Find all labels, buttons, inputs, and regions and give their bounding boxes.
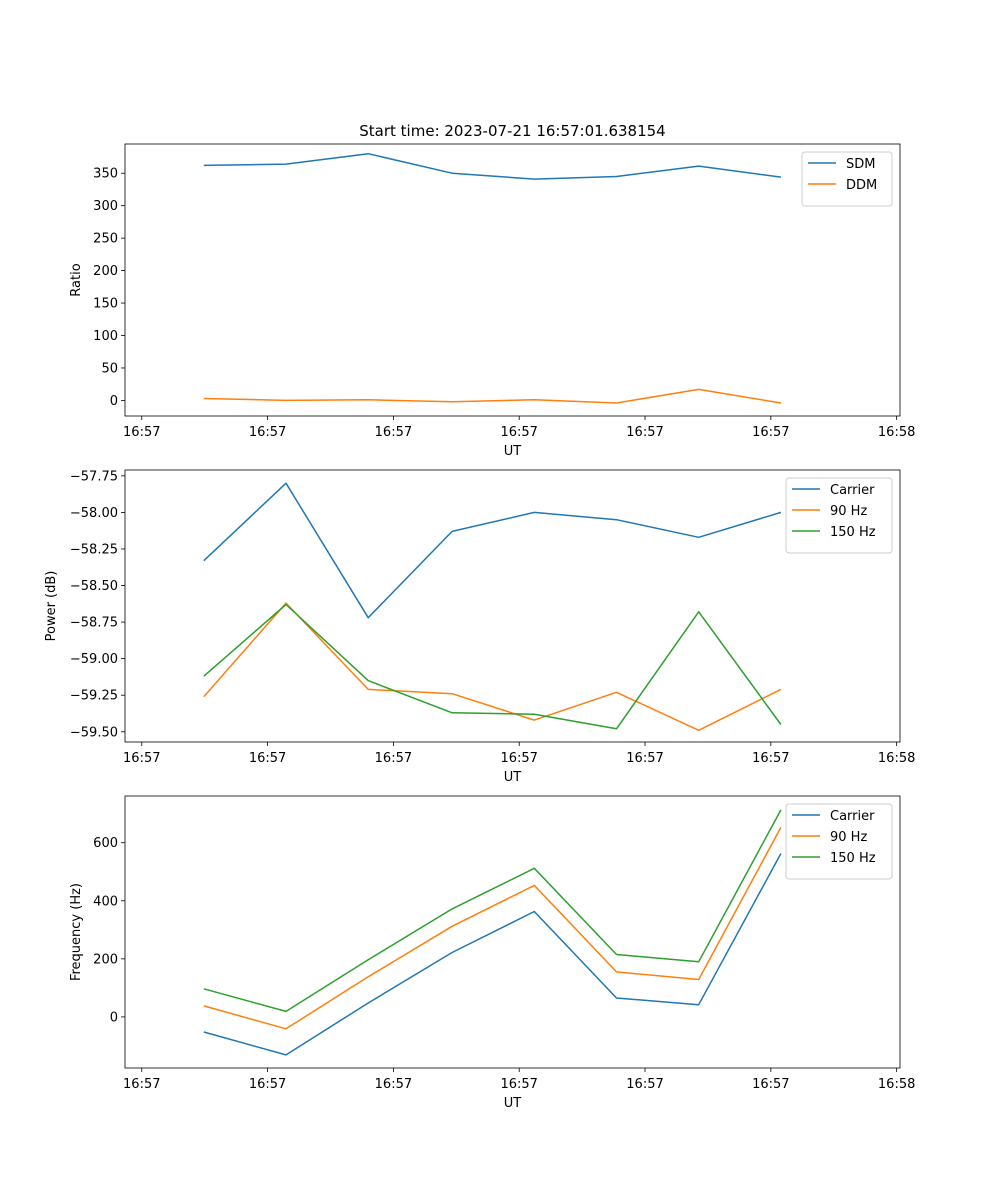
y-tick-label: 50 [101,361,118,376]
x-tick-label: 16:57 [500,751,537,766]
axes-frame [124,143,901,417]
y-tick-label: −58.50 [70,579,118,594]
x-axis-label: UT [504,1096,522,1111]
frequency-chart: 16:57 16:57 16:57 16:57 16:57 16:57 16:58 0 200 4… [69,795,915,1111]
y-axis-label: Power (dB) [44,571,59,642]
legend-box [785,477,893,554]
figure-title: Start time: 2023-07-21 16:57:01.638154 [359,122,665,140]
y-tick-label: 350 [93,167,118,182]
x-tick-label: 16:58 [878,751,915,766]
x-tick-label: 16:58 [878,425,915,440]
x-tick-label: 16:57 [123,1077,160,1092]
y-tick-label: −59.50 [70,725,118,740]
axes-frame [124,795,901,1069]
x-tick-label: 16:57 [375,751,412,766]
series-line-1 [203,827,782,1030]
series-line-2 [203,603,782,730]
y-tick-label: 200 [93,264,118,279]
legend-label: 90 Hz [830,504,867,519]
x-tick-label: 16:58 [878,1077,915,1092]
x-tick-label: 16:57 [752,425,789,440]
x-tick-label: 16:57 [752,1077,789,1092]
legend-label: Carrier [830,483,875,498]
y-tick-label: 250 [93,232,118,247]
series-line-1 [203,388,782,404]
power-chart: 16:57 16:57 16:57 16:57 16:57 16:57 16:58 −59.5… [44,469,915,785]
x-tick-label: 16:57 [500,425,537,440]
x-tick-label: 16:57 [123,425,160,440]
x-tick-label: 16:57 [626,425,663,440]
legend-box [785,803,893,880]
series-line-2 [203,809,782,1013]
series-line-0 [203,853,782,1056]
y-tick-label: 400 [93,894,118,909]
x-tick-label: 16:57 [249,1077,286,1092]
x-tick-label: 16:57 [375,425,412,440]
x-tick-label: 16:57 [626,1077,663,1092]
x-tick-label: 16:57 [626,751,663,766]
y-tick-label: −58.00 [70,506,118,521]
x-axis-label: UT [504,444,522,459]
y-tick-label: 100 [93,329,118,344]
y-tick-label: 0 [110,394,118,409]
y-tick-label: 600 [93,836,118,851]
series-line-0 [203,152,781,180]
y-tick-label: 0 [110,1010,118,1025]
x-tick-label: 16:57 [249,751,286,766]
ratio-chart: 16:57 16:57 16:57 16:57 16:57 16:57 16:58 0 50 10… [69,143,915,459]
y-axis-label: Ratio [69,263,84,296]
y-tick-label: −57.75 [70,469,118,484]
y-tick-label: 200 [93,952,118,967]
y-tick-label: 300 [93,199,118,214]
legend-label: 90 Hz [830,830,867,845]
axes-frame [124,469,901,743]
y-axis-label: Frequency (Hz) [69,883,84,981]
y-tick-label: −58.25 [70,542,118,557]
legend-label: Carrier [830,809,875,824]
x-tick-label: 16:57 [752,751,789,766]
legend-box [801,151,893,207]
series-line-0 [203,482,782,619]
y-tick-label: −59.25 [70,689,118,704]
y-tick-label: 150 [93,297,118,312]
x-tick-label: 16:57 [500,1077,537,1092]
legend-label: 150 Hz [830,851,876,866]
x-tick-label: 16:57 [375,1077,412,1092]
legend-label: 150 Hz [830,525,876,540]
series-line-1 [203,602,782,732]
legend-label: DDM [846,178,877,193]
x-tick-label: 16:57 [249,425,286,440]
y-tick-label: −58.75 [70,616,118,631]
x-tick-label: 16:57 [123,751,160,766]
legend-label: SDM [846,157,875,172]
x-axis-label: UT [504,770,522,785]
y-tick-label: −59.00 [70,652,118,667]
